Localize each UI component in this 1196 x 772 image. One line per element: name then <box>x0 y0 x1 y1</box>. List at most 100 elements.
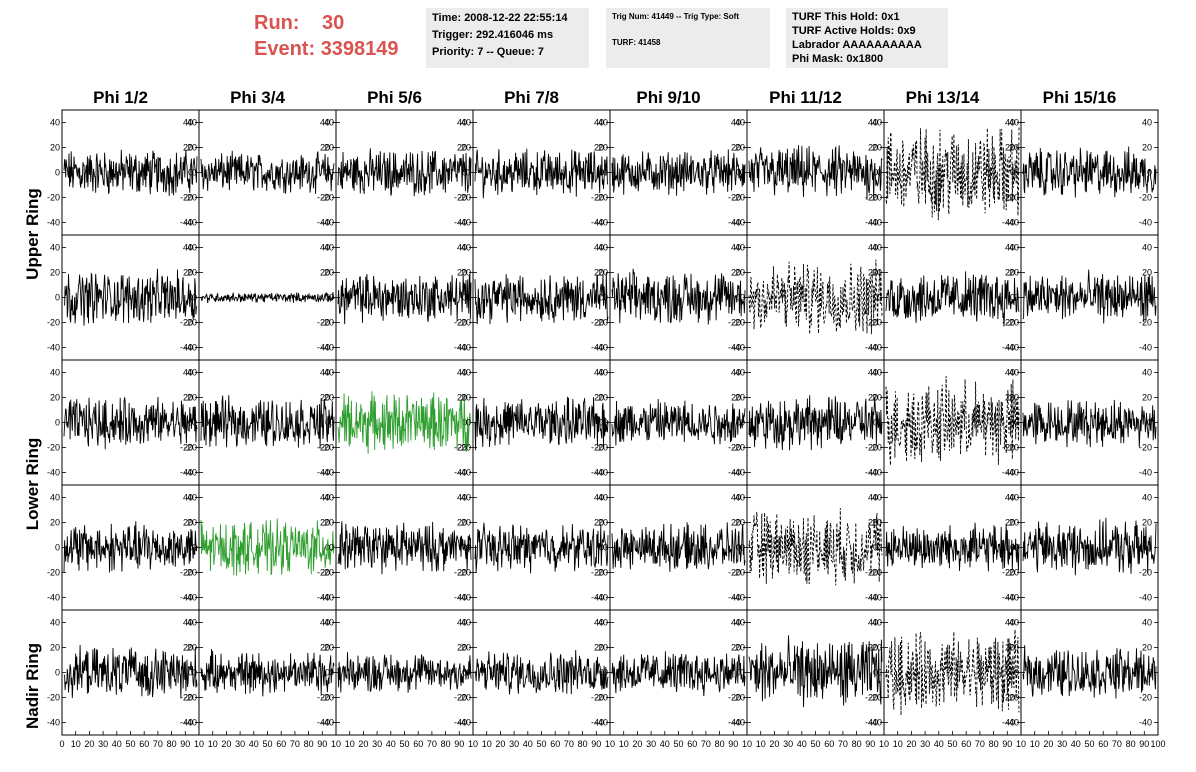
ytick-label-left: -40 <box>1006 218 1019 228</box>
ytick-label-right: 0 <box>873 418 878 428</box>
ytick-label-left: -40 <box>595 218 608 228</box>
ytick-label-left: -20 <box>47 193 60 203</box>
ytick-label-right: 20 <box>594 393 604 403</box>
xtick-label: 50 <box>1084 739 1094 749</box>
ytick-label-left: -20 <box>184 318 197 328</box>
ytick-label-left: 20 <box>324 518 334 528</box>
ytick-label-left: 40 <box>187 368 197 378</box>
ytick-label-left: 0 <box>877 543 882 553</box>
ytick-label-left: -40 <box>869 218 882 228</box>
xtick-label: 40 <box>934 739 944 749</box>
ytick-label-right: 20 <box>457 518 467 528</box>
ytick-label-right: 40 <box>731 118 741 128</box>
ytick-label-left: 0 <box>192 418 197 428</box>
ytick-label-left: -40 <box>732 218 745 228</box>
xtick-label: 40 <box>386 739 396 749</box>
ytick-label-left: -20 <box>321 568 334 578</box>
ytick-label-left: 0 <box>192 543 197 553</box>
ytick-label-right: 40 <box>1142 118 1152 128</box>
ytick-label-right: 40 <box>183 118 193 128</box>
xtick-label: 60 <box>550 739 560 749</box>
ytick-label-left: -20 <box>1006 193 1019 203</box>
waveform-trace <box>748 259 883 335</box>
ytick-label-left: -40 <box>1006 593 1019 603</box>
ytick-label-right: -40 <box>1002 343 1015 353</box>
ytick-label-left: 20 <box>50 393 60 403</box>
xtick-label: 50 <box>673 739 683 749</box>
ytick-label-right: 0 <box>462 293 467 303</box>
ytick-label-right: 40 <box>183 618 193 628</box>
ytick-label-left: 0 <box>603 418 608 428</box>
ytick-label-right: -40 <box>180 593 193 603</box>
waveform-trace <box>474 522 609 574</box>
ytick-label-right: 40 <box>868 118 878 128</box>
ytick-label-left: 20 <box>872 518 882 528</box>
ytick-label-right: 20 <box>731 518 741 528</box>
xtick-label: 10 <box>1030 739 1040 749</box>
ytick-label-left: -40 <box>595 718 608 728</box>
ytick-label-right: 40 <box>594 493 604 503</box>
ytick-label-right: 20 <box>594 143 604 153</box>
ytick-label-right: -20 <box>317 193 330 203</box>
priority-line: Priority: 7 -- Queue: 7 <box>432 46 544 58</box>
time-info-box: Time: 2008-12-22 22:55:14 Trigger: 292.4… <box>426 8 589 68</box>
xtick-label: 80 <box>167 739 177 749</box>
xtick-label: 50 <box>947 739 957 749</box>
xtick-label: 30 <box>920 739 930 749</box>
ytick-label-left: 0 <box>603 543 608 553</box>
ytick-label-left: 20 <box>187 393 197 403</box>
ytick-label-right: 20 <box>868 393 878 403</box>
xtick-label: 10 <box>1016 739 1026 749</box>
ytick-label-left: 40 <box>735 368 745 378</box>
ytick-label-left: 20 <box>1009 143 1019 153</box>
event-label: Event: <box>254 38 316 60</box>
ytick-label-right: 20 <box>594 518 604 528</box>
xtick-label: 80 <box>1126 739 1136 749</box>
ytick-label-right: 20 <box>183 143 193 153</box>
ytick-label-left: 0 <box>1014 543 1019 553</box>
ytick-label-right: -40 <box>180 218 193 228</box>
waveform-trace <box>474 148 609 199</box>
ytick-label-right: -20 <box>1002 693 1015 703</box>
ytick-label-left: 40 <box>1009 368 1019 378</box>
waveform-trace <box>885 375 1020 466</box>
ytick-label-right: 20 <box>457 268 467 278</box>
ytick-label-left: 20 <box>872 268 882 278</box>
phi-header-8: Phi 15/16 <box>1042 88 1117 107</box>
ytick-label-left: 40 <box>324 493 334 503</box>
ytick-label-right: 40 <box>731 368 741 378</box>
xtick-label: 10 <box>879 739 889 749</box>
ytick-label-left: -40 <box>184 718 197 728</box>
ytick-label-left: 40 <box>735 618 745 628</box>
ytick-label-right: 20 <box>731 643 741 653</box>
ytick-label-right: 40 <box>320 368 330 378</box>
ytick-label-right: 20 <box>868 268 878 278</box>
ytick-label-left: -40 <box>732 718 745 728</box>
xtick-label: 90 <box>1002 739 1012 749</box>
ytick-label-right: -20 <box>865 693 878 703</box>
ytick-label-right: -20 <box>1139 318 1152 328</box>
xtick-label: 10 <box>756 739 766 749</box>
ytick-label-right: -40 <box>1139 218 1152 228</box>
ytick-label-left: 0 <box>1014 668 1019 678</box>
turf-info-box: TURF This Hold: 0x1 TURF Active Holds: 0… <box>786 8 948 68</box>
ytick-label-right: 40 <box>594 243 604 253</box>
ytick-label-right: 40 <box>594 368 604 378</box>
waveform-trace <box>474 396 609 451</box>
ytick-label-left: 0 <box>1014 418 1019 428</box>
ytick-label-right: -40 <box>865 468 878 478</box>
ytick-label-left: -40 <box>458 593 471 603</box>
ytick-label-left: 20 <box>461 143 471 153</box>
ytick-label-right: -40 <box>317 343 330 353</box>
ytick-label-right: -40 <box>1002 593 1015 603</box>
ytick-label-right: -40 <box>180 468 193 478</box>
xtick-label: 30 <box>98 739 108 749</box>
ytick-label-right: 40 <box>457 118 467 128</box>
